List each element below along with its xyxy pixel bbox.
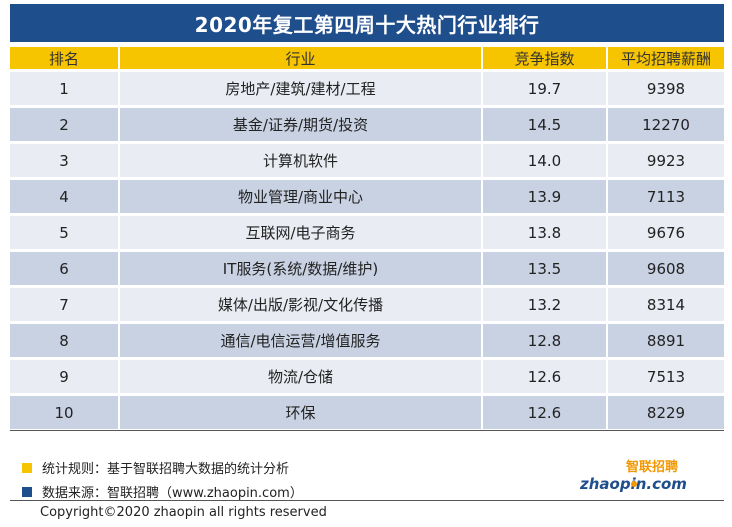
- cell-index: 12.6: [481, 396, 606, 429]
- cell-index: 13.5: [481, 252, 606, 285]
- table-row: 6 IT服务(系统/数据/维护) 13.5 9608: [10, 252, 724, 285]
- cell-industry: 基金/证券/期货/投资: [118, 108, 481, 141]
- cell-industry: 物流/仓储: [118, 360, 481, 393]
- cell-index: 13.8: [481, 216, 606, 249]
- cell-index: 13.2: [481, 288, 606, 321]
- cell-index: 12.6: [481, 360, 606, 393]
- note-stat-rule: 统计规则：基于智联招聘大数据的统计分析: [22, 458, 289, 477]
- cell-salary: 7113: [606, 180, 724, 213]
- divider-top: [10, 430, 724, 431]
- cell-industry: 计算机软件: [118, 144, 481, 177]
- cell-industry: 媒体/出版/影视/文化传播: [118, 288, 481, 321]
- cell-salary: 9923: [606, 144, 724, 177]
- logo-text-cn: 智联招聘: [626, 459, 678, 475]
- table-row: 5 互联网/电子商务 13.8 9676: [10, 216, 724, 249]
- cell-index: 19.7: [481, 72, 606, 105]
- table-row: 4 物业管理/商业中心 13.9 7113: [10, 180, 724, 213]
- cell-rank: 2: [10, 108, 118, 141]
- table-header-row: 排名 行业 竞争指数 平均招聘薪酬: [10, 47, 724, 69]
- cell-index: 14.0: [481, 144, 606, 177]
- cell-index: 12.8: [481, 324, 606, 357]
- cell-salary: 9398: [606, 72, 724, 105]
- cell-rank: 10: [10, 396, 118, 429]
- cell-industry: 通信/电信运营/增值服务: [118, 324, 481, 357]
- cell-industry: 物业管理/商业中心: [118, 180, 481, 213]
- logo-dot-icon: [631, 481, 637, 487]
- copyright-text: Copyright©2020 zhaopin all rights reserv…: [40, 505, 327, 520]
- cell-rank: 7: [10, 288, 118, 321]
- blue-square-icon: [22, 486, 32, 497]
- header-average-salary: 平均招聘薪酬: [606, 47, 724, 69]
- cell-salary: 9676: [606, 216, 724, 249]
- cell-rank: 4: [10, 180, 118, 213]
- cell-index: 14.5: [481, 108, 606, 141]
- cell-salary: 8891: [606, 324, 724, 357]
- table-row: 8 通信/电信运营/增值服务 12.8 8891: [10, 324, 724, 357]
- cell-salary: 9608: [606, 252, 724, 285]
- header-rank: 排名: [10, 47, 118, 69]
- table-row: 10 环保 12.6 8229: [10, 396, 724, 429]
- cell-rank: 8: [10, 324, 118, 357]
- divider-bottom: [10, 500, 724, 501]
- note-stat-rule-text: 统计规则：基于智联招聘大数据的统计分析: [42, 462, 290, 477]
- table-row: 9 物流/仓储 12.6 7513: [10, 360, 724, 393]
- page-title: 2020年复工第四周十大热门行业排行: [10, 4, 724, 42]
- cell-industry: IT服务(系统/数据/维护): [118, 252, 481, 285]
- cell-salary: 7513: [606, 360, 724, 393]
- zhaopin-logo: 智联招聘 zhaopin.com: [579, 459, 687, 493]
- cell-rank: 9: [10, 360, 118, 393]
- cell-industry: 互联网/电子商务: [118, 216, 481, 249]
- note-data-source-text: 数据来源：智联招聘（www.zhaopin.com）: [42, 486, 303, 501]
- header-competition-index: 竞争指数: [481, 47, 606, 69]
- table-row: 7 媒体/出版/影视/文化传播 13.2 8314: [10, 288, 724, 321]
- cell-rank: 6: [10, 252, 118, 285]
- cell-industry: 房地产/建筑/建材/工程: [118, 72, 481, 105]
- cell-rank: 3: [10, 144, 118, 177]
- yellow-square-icon: [22, 462, 32, 473]
- cell-salary: 8229: [606, 396, 724, 429]
- cell-rank: 5: [10, 216, 118, 249]
- note-data-source: 数据来源：智联招聘（www.zhaopin.com）: [22, 482, 303, 501]
- table-row: 3 计算机软件 14.0 9923: [10, 144, 724, 177]
- cell-industry: 环保: [118, 396, 481, 429]
- cell-salary: 8314: [606, 288, 724, 321]
- cell-index: 13.9: [481, 180, 606, 213]
- cell-rank: 1: [10, 72, 118, 105]
- ranking-table: 排名 行业 竞争指数 平均招聘薪酬 1 房地产/建筑/建材/工程 19.7 93…: [10, 44, 724, 432]
- cell-salary: 12270: [606, 108, 724, 141]
- table-row: 2 基金/证券/期货/投资 14.5 12270: [10, 108, 724, 141]
- table-row: 1 房地产/建筑/建材/工程 19.7 9398: [10, 72, 724, 105]
- header-industry: 行业: [118, 47, 481, 69]
